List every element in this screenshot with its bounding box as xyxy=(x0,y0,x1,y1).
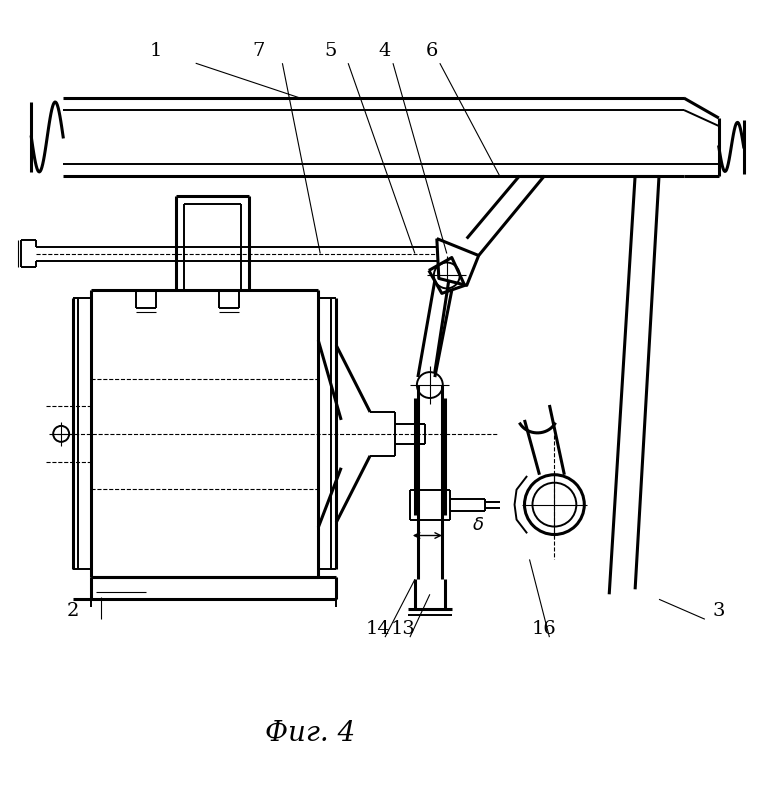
Text: 13: 13 xyxy=(390,620,415,638)
Text: 6: 6 xyxy=(426,42,438,60)
Text: 7: 7 xyxy=(252,42,265,60)
Text: 14: 14 xyxy=(365,620,390,638)
Text: 2: 2 xyxy=(67,602,79,620)
Text: 1: 1 xyxy=(150,42,162,60)
Text: $\delta$: $\delta$ xyxy=(472,515,483,534)
Text: 3: 3 xyxy=(712,602,725,620)
Text: 5: 5 xyxy=(324,42,336,60)
Text: Фиг. 4: Фиг. 4 xyxy=(265,720,355,747)
Text: 4: 4 xyxy=(379,42,391,60)
Text: 16: 16 xyxy=(532,620,557,638)
